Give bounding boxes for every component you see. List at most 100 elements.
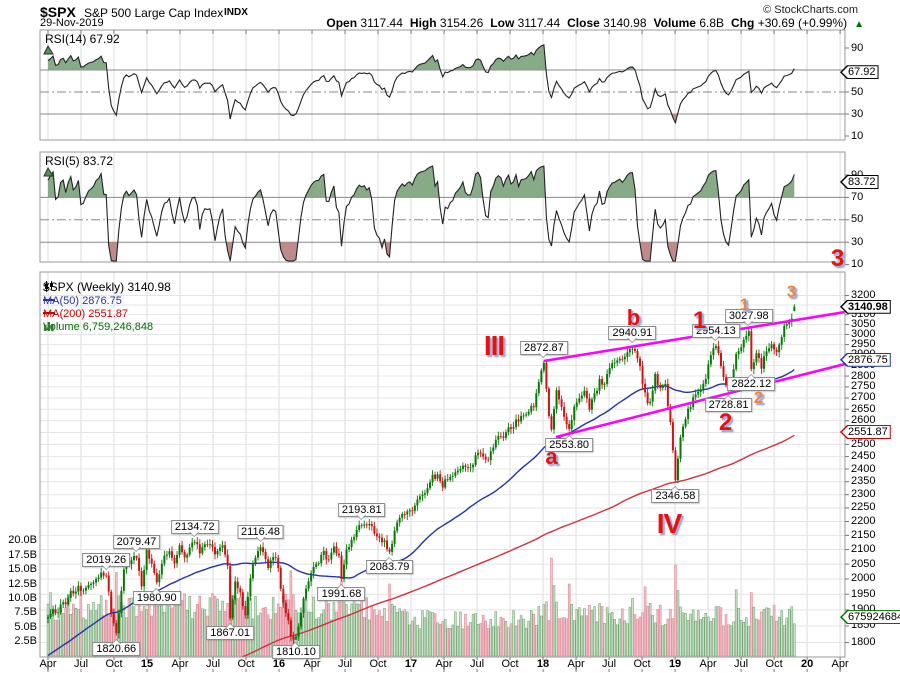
price-callout-label: 2872.87 xyxy=(519,340,568,358)
price-axis-tick-label: 1950 xyxy=(851,587,876,600)
tag-value-text: 6759246848 xyxy=(842,611,900,624)
change-up-arrow-icon: ▲ xyxy=(854,19,864,30)
quote-field-label: Low xyxy=(490,16,518,30)
rsi14-axis-tick-label: 50 xyxy=(851,85,864,98)
price-axis-tick-label: 2400 xyxy=(851,462,876,475)
price-callout-label: 1867.01 xyxy=(206,623,255,641)
x-axis-month-label: Jul xyxy=(470,658,485,670)
tag-value-text: 67.92 xyxy=(841,66,878,79)
x-axis-month-label: Oct xyxy=(105,658,123,670)
quote-field-value: 3117.44 xyxy=(360,16,403,30)
price-callout-label: 2728.81 xyxy=(704,394,753,412)
x-axis-month-label: Apr xyxy=(699,658,717,670)
x-axis-month-label: Jul xyxy=(73,658,89,670)
quote-field-label: Open xyxy=(326,16,361,30)
x-axis-month-label: 15 xyxy=(140,658,154,670)
price-axis-tick-label: 2600 xyxy=(851,414,876,427)
volume-value-tag: 6759246848 xyxy=(840,610,900,625)
quote-field-value: 6.8B xyxy=(699,16,725,30)
main-legend-title-row: $SPX (Weekly) 3140.98 xyxy=(43,281,171,293)
elliott-wave-label: 2 xyxy=(718,409,732,436)
price-callout-label: 2134.72 xyxy=(170,519,219,537)
volume-axis-tick-label: 5.0B xyxy=(14,620,37,633)
price-callout-label: 2940.91 xyxy=(608,326,657,344)
price-axis-tick-label: 2750 xyxy=(851,380,876,393)
price-callout-label: 1820.66 xyxy=(92,638,141,656)
volume-legend-text: Volume 6,759,246,848 xyxy=(43,321,154,333)
price-axis-tick-label: 2800 xyxy=(851,369,876,382)
ma50-legend-text: MA(50) 2876.75 xyxy=(43,295,122,307)
price-axis-tick-label: 2650 xyxy=(851,402,876,415)
ohlc-quote-line: Open 3117.44 High 3154.26 Low 3117.44 Close… xyxy=(326,16,864,30)
elliott-wave-label: 1 xyxy=(739,295,750,314)
volume-axis-tick-label: 10.0B xyxy=(8,591,37,604)
price-callout-label: 2116.48 xyxy=(237,524,284,542)
x-axis-month-label: 16 xyxy=(272,658,286,670)
tag-value-text: 3140.98 xyxy=(841,300,890,313)
price-axis-tick-label: 2350 xyxy=(851,475,876,488)
x-axis-month-label: Oct xyxy=(369,658,387,670)
volume-axis-tick-label: 12.5B xyxy=(8,577,37,590)
elliott-wave-label: 3 xyxy=(830,245,844,272)
rsi5-axis-tick-label: 90 xyxy=(851,168,864,181)
price-value-tag: 2876.75 xyxy=(840,352,891,367)
x-axis-month-label: Apr xyxy=(303,658,321,670)
price-callout-label: 2822.12 xyxy=(727,374,776,392)
rsi14-pane-label: RSI(14) 67.92 xyxy=(43,32,120,55)
quote-field-label: Close xyxy=(567,16,604,30)
symbol-name: S&P 500 Large Cap Index xyxy=(84,6,224,20)
rsi5-label-text: RSI(5) 83.72 xyxy=(45,154,114,168)
quote-field-value: 3117.44 xyxy=(517,16,561,30)
price-callout-label: 2553.80 xyxy=(545,434,594,452)
price-callout-label: 2954.13 xyxy=(692,323,740,341)
price-value-tag: 3140.98 xyxy=(840,299,891,314)
price-callout-label: 1991.68 xyxy=(317,584,366,602)
elliott-wave-label: 1 xyxy=(692,307,706,334)
x-axis-month-label: Jul xyxy=(602,658,617,670)
x-axis-month-label: Apr xyxy=(171,658,189,670)
volume-legend-row: Volume 6,759,246,848 xyxy=(43,321,153,333)
main-legend-title: $SPX (Weekly) 3140.98 xyxy=(43,280,171,294)
elliott-wave-label: 3 xyxy=(786,282,797,301)
x-axis-month-label: Jul xyxy=(205,658,221,670)
x-axis-month-label: Jul xyxy=(338,658,353,670)
rsi5-axis-tick-label: 30 xyxy=(851,235,864,248)
x-axis-month-label: 18 xyxy=(536,658,550,670)
elliott-wave-label: IV xyxy=(656,508,682,539)
elliott-wave-label: III xyxy=(483,330,505,361)
price-axis-tick-label: 3000 xyxy=(851,327,876,340)
ma200-legend-row: MA(200) 2551.87 xyxy=(43,308,128,320)
price-callout-label: 1980.90 xyxy=(132,587,181,605)
tag-value-text: 2551.87 xyxy=(841,426,890,438)
volume-axis-tick-label: 2.5B xyxy=(14,635,37,648)
symbol-title: $SPX xyxy=(40,4,76,20)
tag-value-text: 83.72 xyxy=(841,176,878,189)
quote-field-value: 3140.98 xyxy=(603,16,647,30)
price-axis-tick-label: 2250 xyxy=(851,501,876,514)
price-axis-tick-label: 2700 xyxy=(851,391,876,404)
rsi14-axis-tick-label: 10 xyxy=(851,129,864,142)
x-axis-month-label: Oct xyxy=(765,658,783,670)
quote-field-value: +30.69 (+0.99%) xyxy=(757,16,848,30)
exchange-label: INDX xyxy=(224,7,248,18)
price-axis-tick-label: 2500 xyxy=(851,437,876,450)
price-axis-tick-label: 1900 xyxy=(851,603,876,616)
price-callout-label: 2346.58 xyxy=(651,485,700,503)
volume-axis-tick-label: 15.0B xyxy=(8,563,37,576)
x-axis-month-label: Apr xyxy=(435,658,453,670)
price-callout-label: 2019.26 xyxy=(82,553,131,571)
rsi5-axis-tick-label: 70 xyxy=(851,190,864,203)
x-axis-month-label: 20 xyxy=(800,658,814,670)
chart-date: 29-Nov-2019 xyxy=(40,17,104,29)
stockcharts-credit: © StockCharts.com xyxy=(763,4,858,16)
price-axis-tick-label: 2100 xyxy=(851,543,876,556)
rsi14-label-text: RSI(14) 67.92 xyxy=(45,32,120,46)
ma200-legend-text: MA(200) 2551.87 xyxy=(43,308,128,320)
quote-field-label: High xyxy=(409,16,440,30)
price-axis-tick-label: 3200 xyxy=(851,289,876,302)
rsi14-axis-tick-label: 30 xyxy=(851,107,864,120)
price-axis-tick-label: 2200 xyxy=(851,514,876,527)
price-axis-tick-label: 2450 xyxy=(851,450,876,463)
price-axis-tick-label: 2150 xyxy=(851,528,876,541)
price-value-tag: 2551.87 xyxy=(840,425,891,439)
